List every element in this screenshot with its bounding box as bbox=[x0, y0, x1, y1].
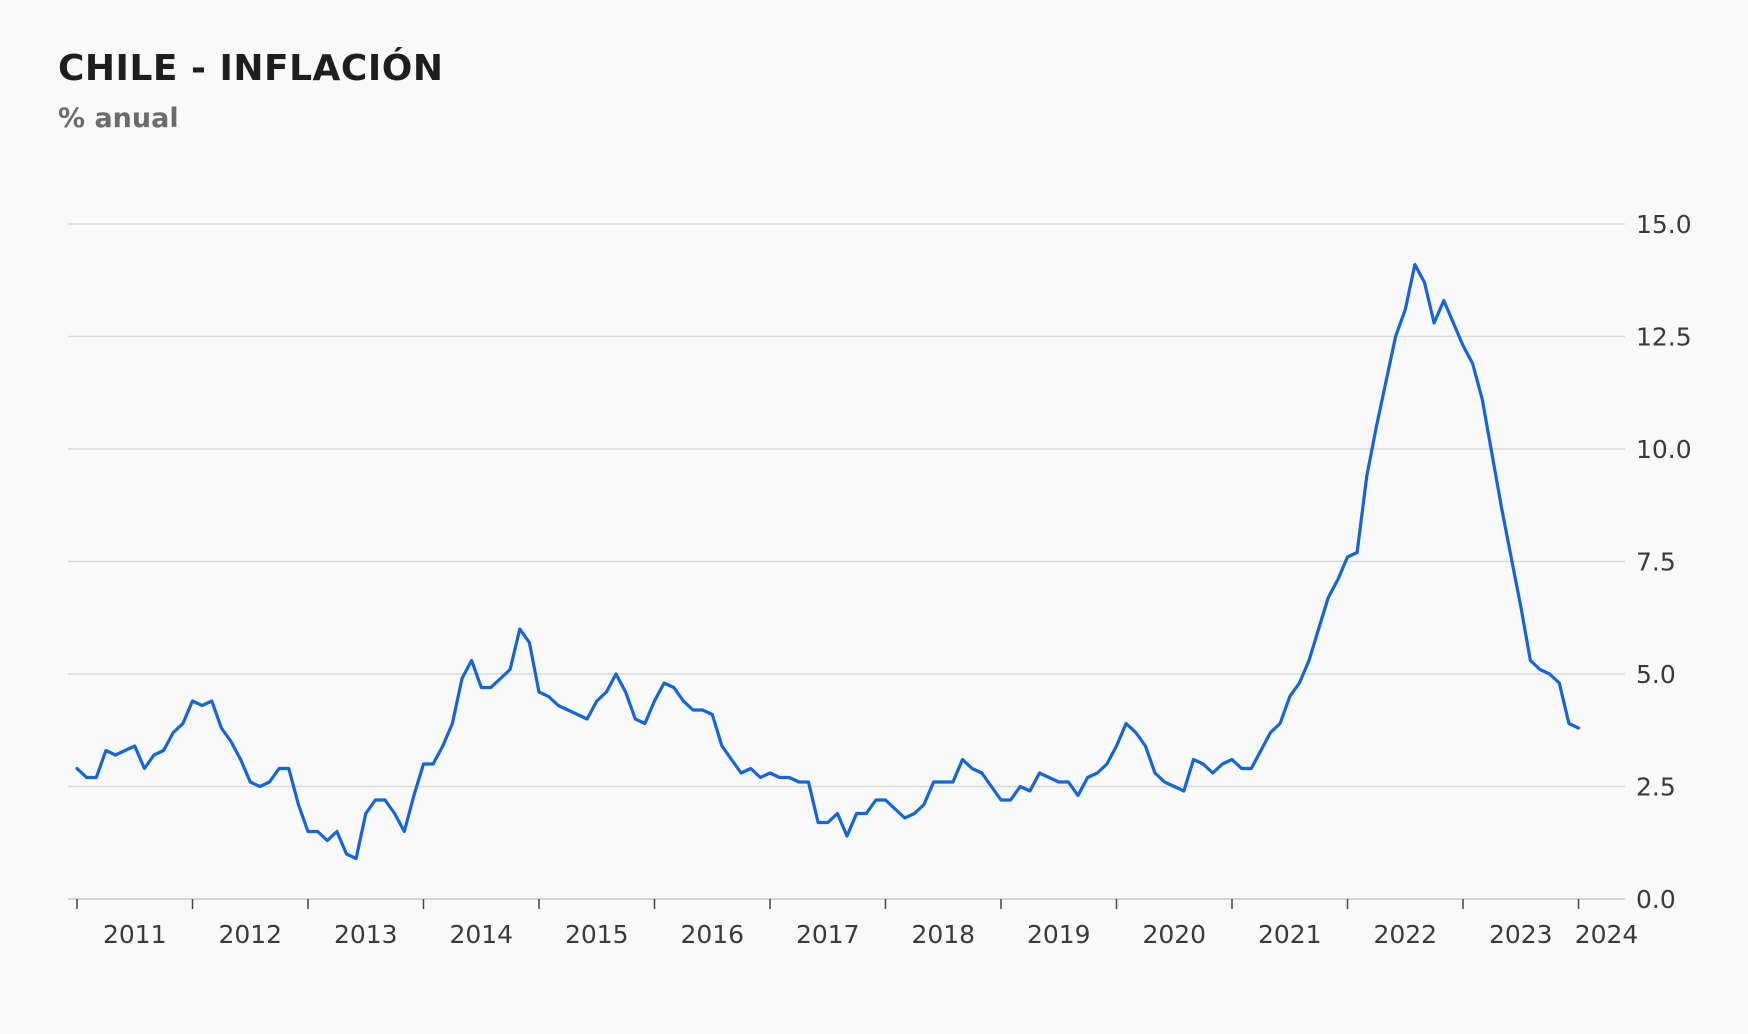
x-tick-label: 2017 bbox=[796, 920, 860, 949]
x-tick-label: 2011 bbox=[103, 920, 167, 949]
y-tick-label: 10.0 bbox=[1636, 435, 1692, 464]
y-tick-label: 5.0 bbox=[1636, 660, 1676, 689]
y-tick-label: 0.0 bbox=[1636, 885, 1676, 914]
chart-subtitle: % anual bbox=[58, 103, 179, 134]
x-tick-label: 2022 bbox=[1373, 920, 1437, 949]
x-tick-label: 2020 bbox=[1142, 920, 1206, 949]
x-tick-label: 2014 bbox=[449, 920, 513, 949]
y-tick-label: 2.5 bbox=[1636, 773, 1676, 802]
y-tick-label: 7.5 bbox=[1636, 548, 1676, 577]
x-tick-label: 2016 bbox=[680, 920, 744, 949]
x-tick-label: 2015 bbox=[565, 920, 629, 949]
y-tick-label: 15.0 bbox=[1636, 210, 1692, 239]
gridlines bbox=[68, 223, 1625, 900]
x-tick-label: 2013 bbox=[334, 920, 398, 949]
x-tick-label: 2012 bbox=[218, 920, 282, 949]
x-tick-label: 2019 bbox=[1027, 920, 1091, 949]
x-tick-label: 2023 bbox=[1489, 920, 1553, 949]
series-layer bbox=[75, 262, 1581, 861]
y-tick-label: 12.5 bbox=[1636, 323, 1692, 352]
x-tick-label: 2021 bbox=[1258, 920, 1322, 949]
x-tick-label: 2018 bbox=[911, 920, 975, 949]
x-axis: 2011 2012 2013 2014 2015 2016 2017 2018 2019 2020… bbox=[76, 899, 1639, 949]
chart-title: CHILE - INFLACIÓN bbox=[58, 48, 444, 89]
x-tick-label: 2024 bbox=[1575, 920, 1639, 949]
series-line-0 bbox=[75, 262, 1581, 861]
y-axis-labels: 0.0 2.5 5.0 7.5 10.0 12.5 15.0 bbox=[1636, 210, 1692, 914]
